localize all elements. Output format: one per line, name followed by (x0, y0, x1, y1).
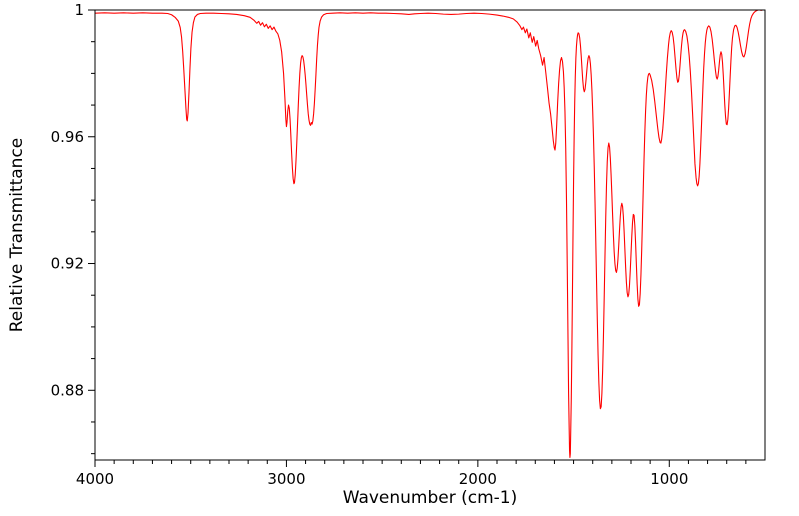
x-tick-label: 4000 (76, 470, 114, 488)
plot-area (95, 10, 765, 459)
y-axis-minor-ticks (91, 41, 95, 455)
plot-frame (94, 9, 766, 461)
x-axis-title: Wavenumber (cm-1) (343, 488, 518, 508)
y-axis-major-ticks (88, 9, 95, 391)
y-axis-title: Relative Transmittance (7, 138, 27, 333)
x-tick-label: 2000 (459, 470, 497, 488)
y-tick-label: 0.92 (51, 255, 84, 273)
x-axis-minor-ticks (113, 460, 747, 464)
x-tick-label: 3000 (267, 470, 305, 488)
x-axis-major-ticks (94, 460, 670, 467)
y-axis-tick-labels: 0.88 0.92 0.96 1 (51, 1, 84, 399)
spectrum-line (95, 10, 765, 459)
y-tick-label: 0.88 (51, 381, 84, 399)
x-tick-label: 1000 (650, 470, 688, 488)
x-axis-tick-labels: 4000 3000 2000 1000 (76, 470, 688, 488)
y-tick-label: 1 (74, 1, 84, 19)
y-tick-label: 0.96 (51, 128, 84, 146)
